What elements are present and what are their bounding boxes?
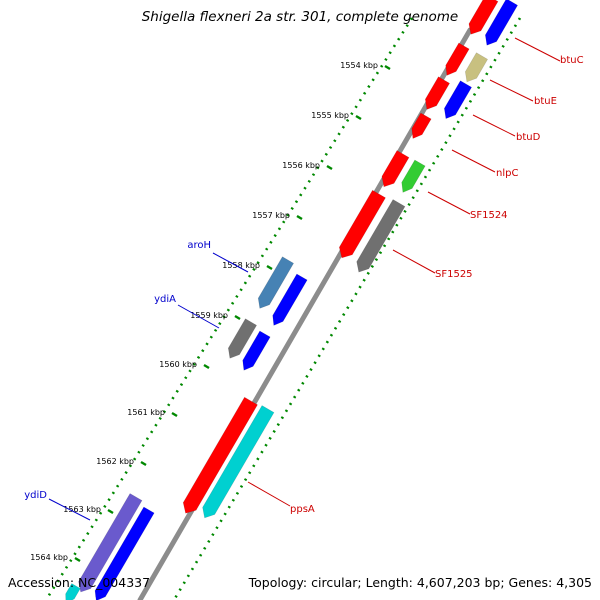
gene-feature-red bbox=[424, 76, 451, 110]
kbp-tick-mark bbox=[171, 411, 178, 418]
map-title: Shigella flexneri 2a str. 301, complete … bbox=[141, 9, 459, 25]
leader-line-btuE bbox=[489, 79, 534, 102]
kbp-tick-mark bbox=[266, 264, 273, 271]
kbp-tick-mark bbox=[296, 214, 303, 221]
kbp-tick-mark bbox=[326, 164, 333, 171]
gene-labels: btuC btuE btuD nlpC SF1524 SF1525 ppsA aroH ydiA… bbox=[24, 37, 584, 521]
genome-summary-text: Topology: circular; Length: 4,607,203 bp… bbox=[248, 575, 592, 590]
leader-line-ppsA bbox=[247, 481, 291, 507]
ydiA-gene-feature bbox=[227, 318, 258, 359]
ppsA-gene-feature bbox=[182, 396, 258, 514]
kbp-tick-label: 1557 kbp bbox=[252, 211, 290, 220]
leader-line-ydiD bbox=[48, 498, 91, 521]
btuD-gene-feature bbox=[443, 80, 473, 120]
kbp-tick-label: 1555 kbp bbox=[311, 111, 349, 120]
gene-feature-blue bbox=[272, 273, 308, 326]
kbp-ruler: 1554 kbp 1555 kbp 1556 kbp 1557 kbp 1558 kbp… bbox=[30, 61, 391, 563]
gene-features bbox=[65, 0, 519, 600]
kbp-tick-mark bbox=[234, 314, 241, 321]
kbp-tick-mark bbox=[140, 460, 147, 467]
gene-label-ppsA: ppsA bbox=[290, 504, 315, 515]
kbp-tick-label: 1558 kbp bbox=[222, 261, 260, 270]
gene-feature-blue bbox=[94, 506, 155, 600]
leader-line-aroH bbox=[212, 252, 249, 273]
kbp-tick-mark bbox=[203, 363, 210, 370]
gene-label-ydiD: ydiD bbox=[24, 490, 47, 501]
kbp-tick-label: 1554 kbp bbox=[340, 61, 378, 70]
leader-line-ydiA bbox=[177, 304, 220, 329]
SF1525-gene-feature bbox=[356, 199, 406, 273]
gene-feature-blue bbox=[484, 0, 519, 46]
gene-label-btuD: btuD bbox=[516, 132, 541, 143]
gene-feature-cyan bbox=[65, 583, 81, 600]
btuC-gene-feature bbox=[468, 0, 499, 35]
leader-line-SF1524 bbox=[427, 191, 471, 215]
kbp-tick-label: 1562 kbp bbox=[96, 457, 134, 466]
kbp-tick-label: 1559 kbp bbox=[190, 311, 228, 320]
gene-label-SF1525: SF1525 bbox=[435, 269, 473, 280]
aroH-gene-feature bbox=[257, 256, 295, 309]
leader-line-btuC bbox=[514, 37, 561, 62]
gene-feature-red bbox=[445, 42, 470, 76]
gene-label-SF1524: SF1524 bbox=[470, 210, 508, 221]
kbp-tick-label: 1561 kbp bbox=[127, 408, 165, 417]
leader-line-nlpC bbox=[451, 149, 496, 173]
gene-label-btuC: btuC bbox=[560, 55, 584, 66]
leader-line-SF1525 bbox=[392, 249, 436, 274]
ydiD-gene-feature bbox=[78, 493, 143, 593]
dotted-ruler-lines bbox=[44, 17, 522, 600]
gene-label-ydiA: ydiA bbox=[154, 294, 176, 305]
ppsA-companion-feature bbox=[202, 405, 275, 519]
outer-dotted-ruler bbox=[172, 17, 522, 600]
kbp-tick-label: 1560 kbp bbox=[159, 360, 197, 369]
gene-label-btuE: btuE bbox=[534, 96, 557, 107]
kbp-tick-mark bbox=[74, 556, 81, 563]
gene-label-nlpC: nlpC bbox=[496, 168, 518, 179]
kbp-tick-mark bbox=[384, 64, 391, 71]
gene-feature-red bbox=[411, 112, 432, 139]
gene-label-aroH: aroH bbox=[187, 240, 211, 251]
SF1524-gene-feature bbox=[338, 189, 386, 259]
leader-line-btuD bbox=[472, 114, 516, 137]
kbp-tick-label: 1564 kbp bbox=[30, 553, 68, 562]
kbp-tick-label: 1563 kbp bbox=[63, 505, 101, 514]
kbp-tick-mark bbox=[355, 114, 362, 121]
accession-text: Accession: NC_004337 bbox=[8, 575, 151, 590]
nlpC-gene-feature bbox=[381, 150, 410, 188]
btuE-gene-feature bbox=[464, 52, 489, 83]
gene-feature-blue bbox=[242, 330, 271, 371]
kbp-tick-mark bbox=[107, 508, 114, 515]
gene-feature-green bbox=[401, 159, 426, 193]
kbp-tick-label: 1556 kbp bbox=[282, 161, 320, 170]
